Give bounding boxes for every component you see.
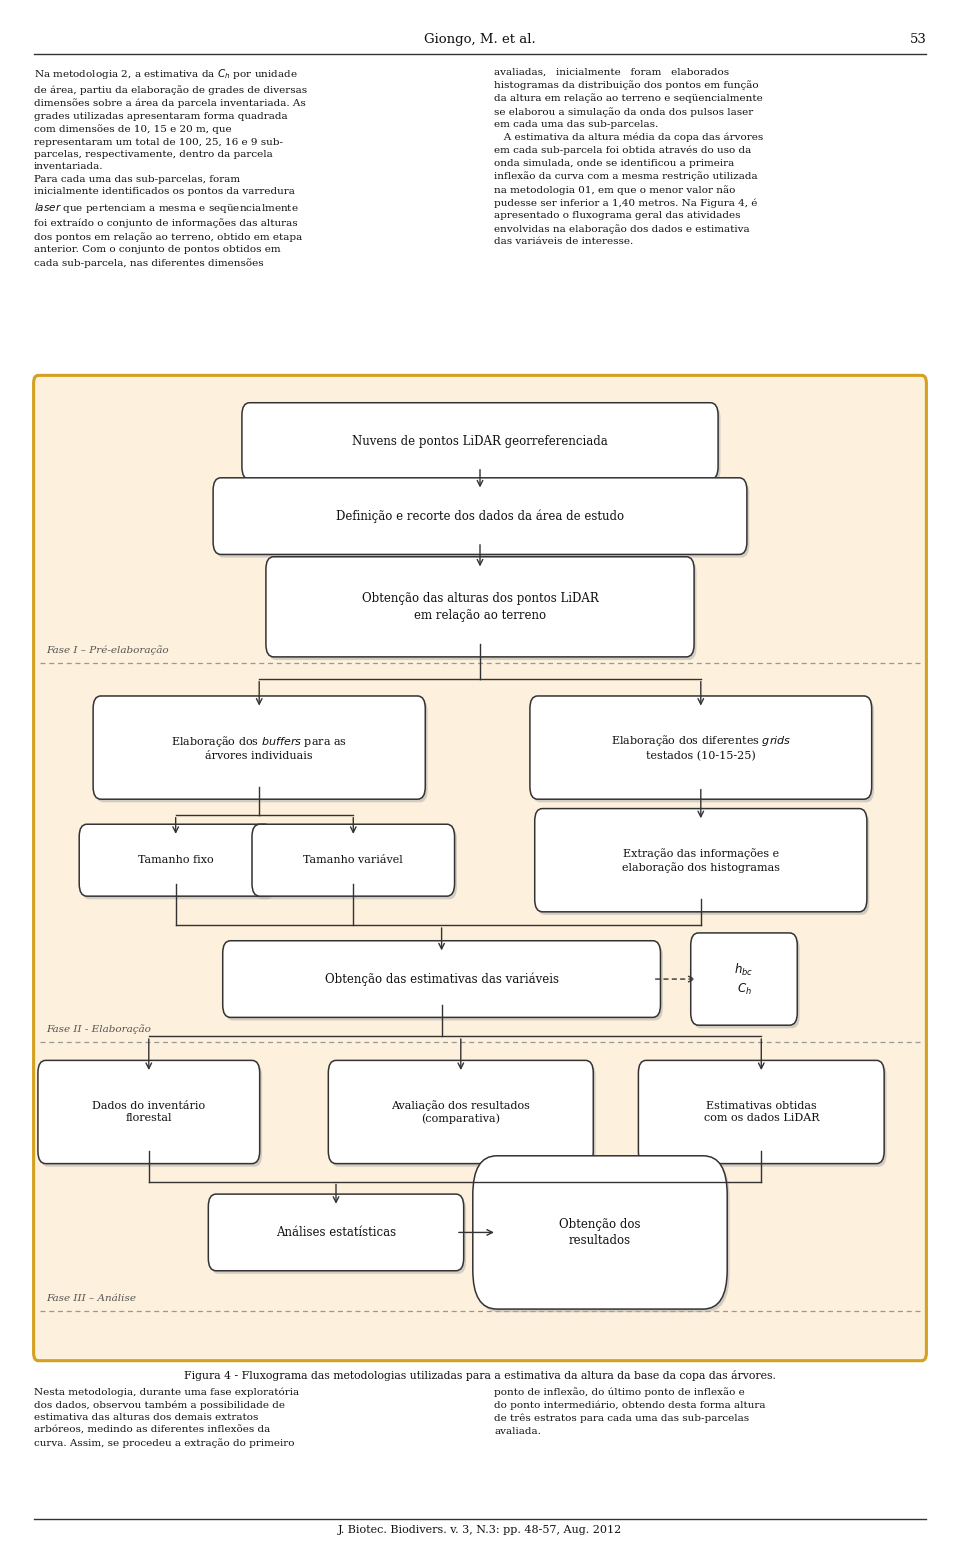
FancyBboxPatch shape: [79, 824, 273, 896]
Text: Obtenção dos
resultados: Obtenção dos resultados: [560, 1218, 640, 1247]
FancyBboxPatch shape: [254, 827, 457, 899]
Text: Fase III – Análise: Fase III – Análise: [46, 1293, 136, 1303]
FancyBboxPatch shape: [213, 477, 747, 554]
Text: ponto de inflexão, do último ponto de inflexão e
do ponto intermediário, obtendo: ponto de inflexão, do último ponto de in…: [494, 1387, 766, 1436]
Text: avaliadas,   inicialmente   foram   elaborados
histogramas da distribuição dos p: avaliadas, inicialmente foram elaborados…: [494, 67, 763, 246]
FancyBboxPatch shape: [472, 1156, 728, 1309]
FancyBboxPatch shape: [266, 557, 694, 657]
Text: Nuvens de pontos LiDAR georreferenciada: Nuvens de pontos LiDAR georreferenciada: [352, 435, 608, 447]
FancyBboxPatch shape: [244, 405, 720, 482]
Text: Fase II - Elaboração: Fase II - Elaboração: [46, 1024, 151, 1034]
Text: Tamanho variável: Tamanho variável: [303, 856, 403, 865]
FancyBboxPatch shape: [40, 1064, 262, 1167]
FancyBboxPatch shape: [532, 699, 874, 802]
Text: Análises estatísticas: Análises estatísticas: [276, 1226, 396, 1239]
Text: Nesta metodologia, durante uma fase exploratória
dos dados, observou também a po: Nesta metodologia, durante uma fase expl…: [34, 1387, 299, 1448]
Text: Obtenção das estimativas das variáveis: Obtenção das estimativas das variáveis: [324, 973, 559, 985]
FancyBboxPatch shape: [223, 942, 660, 1018]
FancyBboxPatch shape: [691, 932, 797, 1026]
Text: Giongo, M. et al.: Giongo, M. et al.: [424, 33, 536, 45]
Text: Elaboração dos diferentes $\it{grids}$
testados (10-15-25): Elaboração dos diferentes $\it{grids}$ t…: [611, 734, 791, 762]
FancyBboxPatch shape: [82, 827, 275, 899]
FancyBboxPatch shape: [269, 560, 697, 660]
Text: Elaboração dos $\it{buffers}$ para as
árvores individuais: Elaboração dos $\it{buffers}$ para as ár…: [171, 734, 348, 762]
FancyBboxPatch shape: [208, 1195, 464, 1270]
Text: Fase I – Pré-elaboração: Fase I – Pré-elaboração: [46, 646, 169, 655]
FancyBboxPatch shape: [242, 402, 718, 479]
FancyBboxPatch shape: [537, 812, 870, 915]
FancyBboxPatch shape: [641, 1064, 886, 1167]
Text: $h_{bc}$
$C_h$: $h_{bc}$ $C_h$: [734, 962, 754, 996]
FancyBboxPatch shape: [93, 696, 425, 799]
Text: 53: 53: [909, 33, 926, 45]
Text: Estimativas obtidas
com os dados LiDAR: Estimativas obtidas com os dados LiDAR: [704, 1101, 819, 1123]
Text: Avaliação dos resultados
(comparativa): Avaliação dos resultados (comparativa): [392, 1099, 530, 1125]
Text: Figura 4 - Fluxograma das metodologias utilizadas para a estimativa da altura da: Figura 4 - Fluxograma das metodologias u…: [184, 1370, 776, 1381]
FancyBboxPatch shape: [638, 1060, 884, 1164]
FancyBboxPatch shape: [34, 375, 926, 1361]
Text: J. Biotec. Biodivers. v. 3, N.3: pp. 48-57, Aug. 2012: J. Biotec. Biodivers. v. 3, N.3: pp. 48-…: [338, 1525, 622, 1534]
FancyBboxPatch shape: [530, 696, 872, 799]
FancyBboxPatch shape: [210, 1198, 467, 1273]
FancyBboxPatch shape: [225, 943, 662, 1020]
Text: Dados do inventário
florestal: Dados do inventário florestal: [92, 1101, 205, 1123]
Text: Tamanho fixo: Tamanho fixo: [138, 856, 213, 865]
FancyBboxPatch shape: [38, 1060, 259, 1164]
FancyBboxPatch shape: [96, 699, 428, 802]
Text: Obtenção das alturas dos pontos LiDAR
em relação ao terreno: Obtenção das alturas dos pontos LiDAR em…: [362, 593, 598, 621]
FancyBboxPatch shape: [475, 1159, 730, 1312]
FancyBboxPatch shape: [252, 824, 455, 896]
Text: Extração das informações e
elaboração dos histogramas: Extração das informações e elaboração do…: [622, 848, 780, 873]
FancyBboxPatch shape: [693, 935, 800, 1029]
FancyBboxPatch shape: [328, 1060, 593, 1164]
FancyBboxPatch shape: [215, 480, 749, 557]
Text: Definição e recorte dos dados da área de estudo: Definição e recorte dos dados da área de…: [336, 510, 624, 522]
FancyBboxPatch shape: [330, 1064, 595, 1167]
FancyBboxPatch shape: [535, 809, 867, 912]
Text: Na metodologia 2, a estimativa da $C_h$ por unidade
de área, partiu da elaboraçã: Na metodologia 2, a estimativa da $C_h$ …: [34, 67, 307, 267]
